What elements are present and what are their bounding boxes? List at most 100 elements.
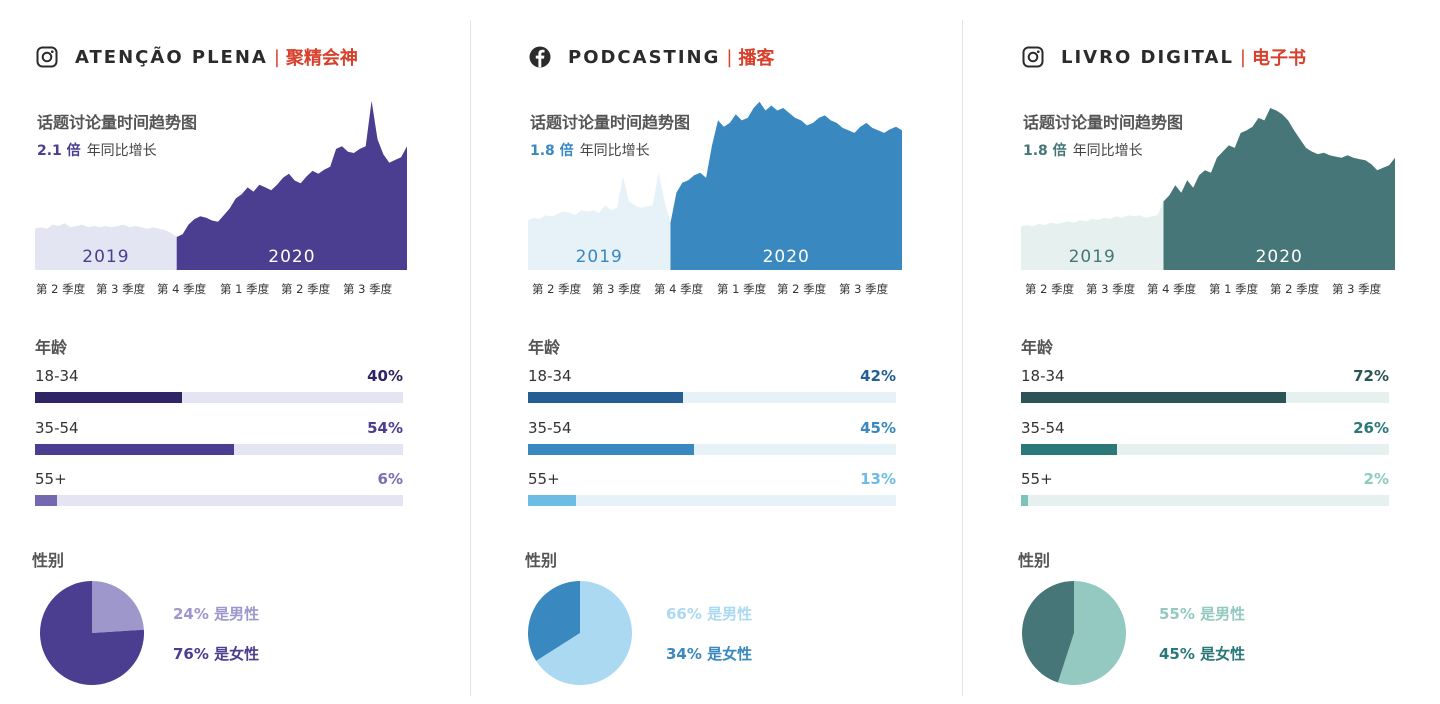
area-2019 xyxy=(1021,201,1164,270)
age-row-55-plus: 55+ 6% xyxy=(35,470,403,510)
age-bar-fill xyxy=(1021,392,1286,403)
age-label: 18-34 xyxy=(35,367,79,385)
age-label: 55+ xyxy=(1021,470,1053,488)
age-pct: 2% xyxy=(1363,470,1389,488)
age-row-18-34: 18-34 40% xyxy=(35,367,403,407)
male-legend: 24% 是男性 xyxy=(173,605,260,623)
growth-text: 年同比增长 xyxy=(579,143,650,159)
trend-title: 话题讨论量时间趋势图 xyxy=(37,113,198,132)
pie-slice-female xyxy=(527,581,580,661)
age-label: 35-54 xyxy=(528,419,572,437)
growth-multiplier: 1.8 倍 xyxy=(530,143,574,159)
age-label: 55+ xyxy=(528,470,560,488)
age-pct: 6% xyxy=(377,470,403,488)
area-2020 xyxy=(1163,108,1395,270)
age-label: 18-34 xyxy=(1021,367,1065,385)
age-bar-fill xyxy=(528,444,694,455)
age-pct: 45% xyxy=(860,419,896,437)
x-tick-label: 第 1 季度 xyxy=(1209,282,1259,296)
age-bar-track xyxy=(35,444,403,455)
x-tick-label: 第 2 季度 xyxy=(1270,282,1320,296)
age-title: 年龄 xyxy=(35,338,68,357)
x-tick-label: 第 1 季度 xyxy=(220,282,270,296)
age-label: 35-54 xyxy=(35,419,79,437)
age-bar-track xyxy=(528,444,896,455)
female-legend: 76% 是女性 xyxy=(173,645,260,663)
panel-attention: ATENÇÃO PLENA | 聚精会神 2019 2020 话题讨论量时间趋势图… xyxy=(32,0,435,704)
area-2019 xyxy=(35,223,177,270)
gender-title: 性别 xyxy=(32,551,65,570)
age-row-18-34: 18-34 72% xyxy=(1021,367,1389,407)
trend-title: 话题讨论量时间趋势图 xyxy=(1023,113,1184,132)
gender-title: 性别 xyxy=(1018,551,1051,570)
female-legend: 45% 是女性 xyxy=(1159,645,1246,663)
age-bar-fill xyxy=(1021,444,1117,455)
panel-title: LIVRO DIGITAL xyxy=(1061,46,1234,68)
panel-title: ATENÇÃO PLENA xyxy=(75,46,268,68)
age-pct: 42% xyxy=(860,367,896,385)
x-tick-label: 第 2 季度 xyxy=(1025,282,1075,296)
age-row-35-54: 35-54 45% xyxy=(528,419,896,459)
gender-pie xyxy=(1022,581,1127,685)
panel-podcasting: PODCASTING | 播客 2019 2020 话题讨论量时间趋势图 1.8 … xyxy=(525,0,928,704)
gender-pie xyxy=(40,581,145,685)
panel-title-zh: 聚精会神 xyxy=(285,48,358,69)
age-bar-track xyxy=(1021,444,1389,455)
quarter-labels: 第 2 季度 第 3 季度 第 4 季度 第 1 季度 第 2 季度 第 3 季… xyxy=(35,281,415,299)
trend-chart: 2019 2020 xyxy=(528,96,902,276)
area-2019 xyxy=(528,172,671,270)
age-title: 年龄 xyxy=(528,338,561,357)
area-2020 xyxy=(176,100,407,270)
x-tick-label: 第 2 季度 xyxy=(281,282,331,296)
age-bar-fill xyxy=(528,495,576,506)
growth-stat: 1.8 倍年同比增长 xyxy=(1023,140,1143,160)
age-label: 18-34 xyxy=(528,367,572,385)
x-tick-label: 第 3 季度 xyxy=(839,282,889,296)
pie-slice-male xyxy=(1057,581,1127,685)
x-tick-label: 第 3 季度 xyxy=(96,282,146,296)
age-pct: 40% xyxy=(367,367,403,385)
gender-title: 性别 xyxy=(525,551,558,570)
age-label: 55+ xyxy=(35,470,67,488)
age-pct: 72% xyxy=(1353,367,1389,385)
age-pct: 54% xyxy=(367,419,403,437)
age-pct: 26% xyxy=(1353,419,1389,437)
growth-text: 年同比增长 xyxy=(86,143,157,159)
age-label: 35-54 xyxy=(1021,419,1065,437)
age-bar-fill xyxy=(1021,495,1029,506)
age-bar-track xyxy=(35,392,403,403)
age-bar-track xyxy=(1021,392,1389,403)
age-bar-fill xyxy=(528,392,683,403)
period-label-2020: 2020 xyxy=(268,247,315,267)
pie-slice-female xyxy=(40,581,145,685)
facebook-icon xyxy=(528,45,552,69)
age-bar-fill xyxy=(35,392,183,403)
period-label-2019: 2019 xyxy=(1069,247,1116,267)
title-separator: | xyxy=(726,46,733,68)
period-label-2020: 2020 xyxy=(763,247,810,267)
x-tick-label: 第 3 季度 xyxy=(343,282,393,296)
panel-ebook: LIVRO DIGITAL | 电子书 2019 2020 话题讨论量时间趋势图 … xyxy=(1018,0,1421,704)
pie-slice-male xyxy=(92,581,144,633)
age-row-35-54: 35-54 26% xyxy=(1021,419,1389,459)
instagram-icon xyxy=(1021,45,1045,69)
growth-multiplier: 2.1 倍 xyxy=(37,143,81,159)
growth-multiplier: 1.8 倍 xyxy=(1023,143,1067,159)
area-2020 xyxy=(670,101,902,270)
pie-slice-female xyxy=(1022,581,1074,683)
panel-header: ATENÇÃO PLENA | 聚精会神 xyxy=(35,42,358,72)
trend-title: 话题讨论量时间趋势图 xyxy=(530,113,691,132)
instagram-icon xyxy=(35,45,59,69)
x-tick-label: 第 2 季度 xyxy=(777,282,827,296)
age-row-55-plus: 55+ 13% xyxy=(528,470,896,510)
panel-header: PODCASTING | 播客 xyxy=(528,42,774,72)
age-row-35-54: 35-54 54% xyxy=(35,419,403,459)
x-tick-label: 第 2 季度 xyxy=(532,282,582,296)
quarter-labels: 第 2 季度 第 3 季度 第 4 季度 第 1 季度 第 2 季度 第 3 季… xyxy=(1021,281,1401,299)
period-label-2019: 2019 xyxy=(576,247,623,267)
quarter-labels: 第 2 季度 第 3 季度 第 4 季度 第 1 季度 第 2 季度 第 3 季… xyxy=(528,281,908,299)
age-bar-track xyxy=(1021,495,1389,506)
age-bar-fill xyxy=(35,495,58,506)
age-bar-track xyxy=(528,392,896,403)
panel-divider xyxy=(962,20,963,696)
